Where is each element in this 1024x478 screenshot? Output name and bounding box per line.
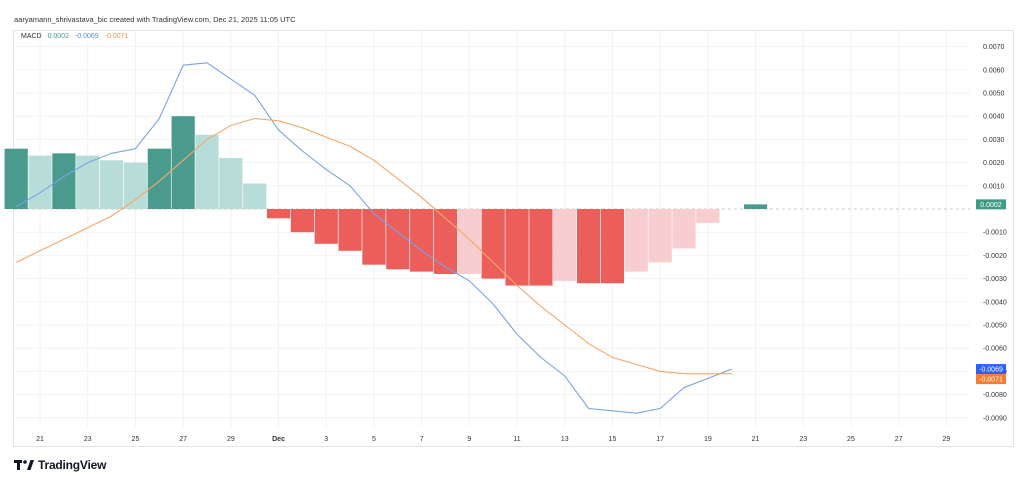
y-tick-label: -0.0040: [983, 299, 1007, 306]
histogram-bar: [410, 209, 434, 272]
histogram-bar: [195, 134, 219, 209]
histogram-bar: [100, 160, 124, 209]
histogram-bar: [600, 209, 625, 284]
y-tick-label: -0.0060: [983, 346, 1007, 353]
histogram-layer: [4, 116, 768, 286]
hist-price-badge-label: 0.0002: [980, 202, 1002, 209]
x-tick-label: 3: [324, 436, 328, 443]
y-tick-label: 0.0010: [983, 183, 1005, 190]
histogram-bar: [338, 209, 362, 251]
y-tick-label: 0.0030: [983, 137, 1005, 144]
lines-layer: [15, 62, 732, 414]
legend-macd-value: -0.0069: [74, 33, 99, 40]
histogram-bar: [243, 183, 267, 209]
legend-label: MACD: [21, 33, 42, 40]
price-badges: 0.0002 -0.0069 -0.0071: [976, 199, 1006, 385]
histogram-bar: [505, 209, 529, 286]
histogram-bar: [123, 162, 148, 209]
macd-price-badge-label: -0.0069: [979, 367, 1003, 374]
histogram-bar: [76, 155, 100, 209]
histogram-bar: [4, 148, 28, 209]
y-tick-label: -0.0020: [983, 253, 1007, 260]
y-tick-label: 0.0020: [983, 160, 1005, 167]
y-tick-label: 0.0060: [983, 67, 1005, 74]
histogram-bar: [290, 209, 314, 233]
x-tick-label: 5: [372, 436, 376, 443]
y-tick-label: -0.0080: [983, 392, 1007, 399]
y-tick-label: 0.0050: [983, 91, 1005, 98]
tradingview-logo-icon: [14, 460, 34, 470]
signal-price-badge: [976, 374, 1006, 385]
y-tick-label: 0.0070: [983, 44, 1005, 51]
tradingview-logo: TradingView: [14, 457, 106, 473]
y-tick-label: -0.0030: [983, 276, 1007, 283]
chart-attribution: aaryamann_shrivastava_bic created with T…: [14, 15, 296, 24]
hist-price-badge: [976, 199, 1006, 210]
histogram-bar: [577, 209, 601, 284]
x-tick-label: 13: [561, 436, 569, 443]
signal-price-badge-label: -0.0071: [979, 377, 1003, 384]
x-tick-label: Dec: [272, 436, 285, 443]
histogram-bar: [553, 209, 577, 281]
x-tick-label: 7: [420, 436, 424, 443]
x-axis: 21 23 25 27 29 Dec 3 5 7 9 11 13 15 17 19 21 23 25 27 29: [36, 436, 950, 443]
x-tick-label: 21: [752, 436, 760, 443]
y-axis: 0.0070 0.0060 0.0050 0.0040 0.0030 0.0020 0.00…: [983, 44, 1007, 422]
legend: MACD 0.0002 -0.0069 -0.0071: [21, 33, 132, 40]
histogram-bar: [147, 148, 171, 209]
histogram-bar: [28, 155, 52, 209]
histogram-bar: [624, 209, 648, 272]
signal-line: [15, 117, 732, 375]
histogram-bar: [171, 116, 195, 209]
macd-line: [15, 62, 732, 414]
y-tick-label: 0.0040: [983, 114, 1005, 121]
x-tick-label: 27: [179, 436, 187, 443]
x-tick-label: 11: [513, 436, 520, 443]
histogram-bar: [433, 209, 458, 274]
histogram-bar: [529, 209, 553, 286]
x-tick-label: 17: [656, 436, 664, 443]
histogram-bar: [648, 209, 672, 263]
histogram-bar: [314, 209, 338, 244]
x-tick-label: 25: [132, 436, 140, 443]
y-tick-label: -0.0090: [983, 415, 1007, 422]
y-tick-label: -0.0010: [983, 230, 1007, 237]
x-tick-label: 25: [847, 436, 855, 443]
histogram-bar: [672, 209, 696, 249]
x-tick-label: 29: [227, 436, 235, 443]
legend-hist-value: 0.0002: [47, 33, 69, 40]
legend-signal-value: -0.0071: [104, 33, 129, 40]
histogram-bar: [481, 209, 505, 279]
histogram-bar: [386, 209, 410, 270]
macd-price-badge: [976, 364, 1006, 375]
histogram-bar: [266, 209, 291, 219]
histogram-bar: [696, 209, 720, 223]
x-tick-label: 23: [799, 436, 807, 443]
tradingview-logo-text: TradingView: [38, 458, 107, 472]
histogram-bar: [219, 157, 243, 209]
x-tick-label: 27: [895, 436, 903, 443]
x-tick-label: 9: [467, 436, 471, 443]
histogram-bar: [52, 153, 76, 209]
chart-frame: [13, 30, 1014, 447]
histogram-bar: [362, 209, 386, 265]
x-tick-label: 29: [942, 436, 950, 443]
histogram-bar: [743, 204, 768, 209]
x-tick-label: 19: [704, 436, 712, 443]
x-tick-label: 23: [84, 436, 92, 443]
y-tick-label: -0.0050: [983, 323, 1007, 330]
x-tick-label: 15: [609, 436, 617, 443]
x-tick-label: 21: [36, 436, 44, 443]
histogram-bar: [457, 209, 481, 274]
